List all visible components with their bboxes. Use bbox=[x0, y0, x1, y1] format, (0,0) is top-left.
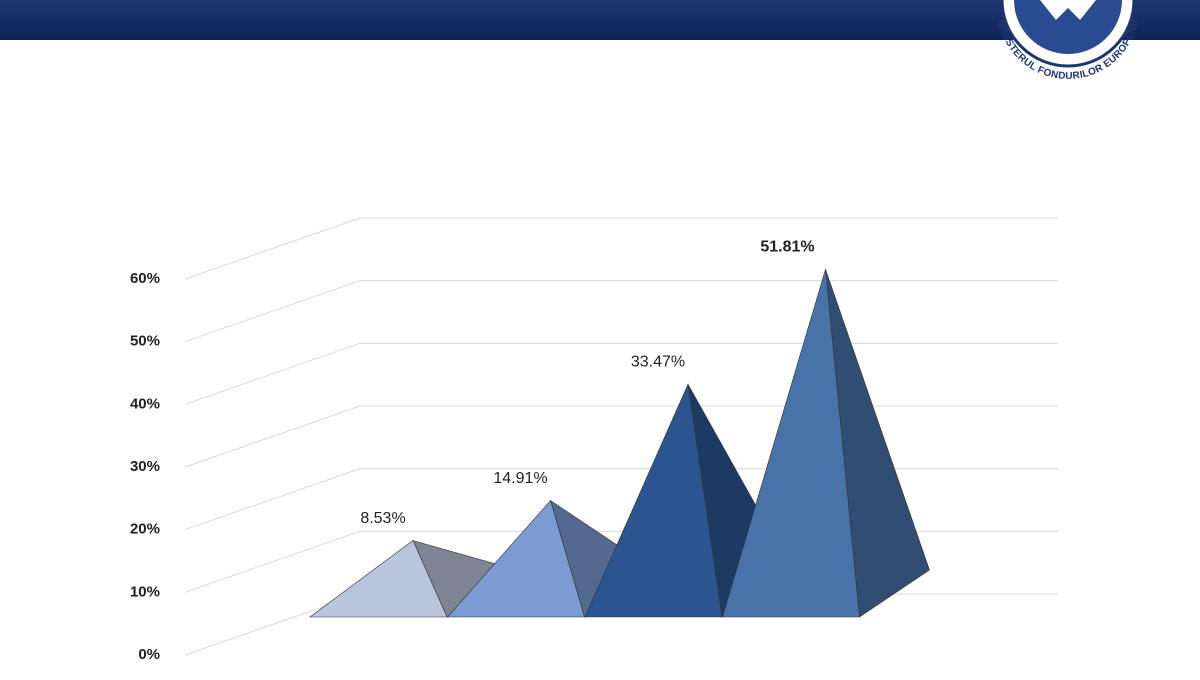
y-tick-label: 50% bbox=[130, 333, 160, 350]
logo: MINISTERUL FONDURILOR EUROPENE bbox=[995, 0, 1141, 82]
grid-line bbox=[184, 468, 1058, 531]
grid-line bbox=[184, 342, 1058, 405]
grid-line bbox=[184, 405, 1058, 468]
grid-line bbox=[184, 280, 1058, 343]
y-tick-label: 60% bbox=[130, 270, 160, 287]
y-tick-label: 40% bbox=[130, 395, 160, 412]
grid-line bbox=[184, 217, 1058, 280]
pyramid-front bbox=[722, 269, 860, 618]
value-label: 14.91% bbox=[493, 470, 547, 487]
value-label: 8.53% bbox=[360, 510, 405, 527]
y-tick-label: 20% bbox=[130, 521, 160, 538]
pyramid-front bbox=[446, 499, 585, 618]
value-label: 51.81% bbox=[760, 239, 814, 256]
y-tick-label: 10% bbox=[130, 583, 160, 600]
header-band bbox=[0, 0, 1200, 40]
value-label: 33.47% bbox=[631, 353, 685, 370]
y-tick-label: 0% bbox=[138, 646, 160, 663]
plot: 8.53% 14.91% 33.47% 51.81% bbox=[309, 239, 930, 618]
pyramid-front bbox=[584, 383, 723, 618]
pyramid-front bbox=[309, 540, 448, 618]
y-tick-label: 30% bbox=[130, 458, 160, 475]
